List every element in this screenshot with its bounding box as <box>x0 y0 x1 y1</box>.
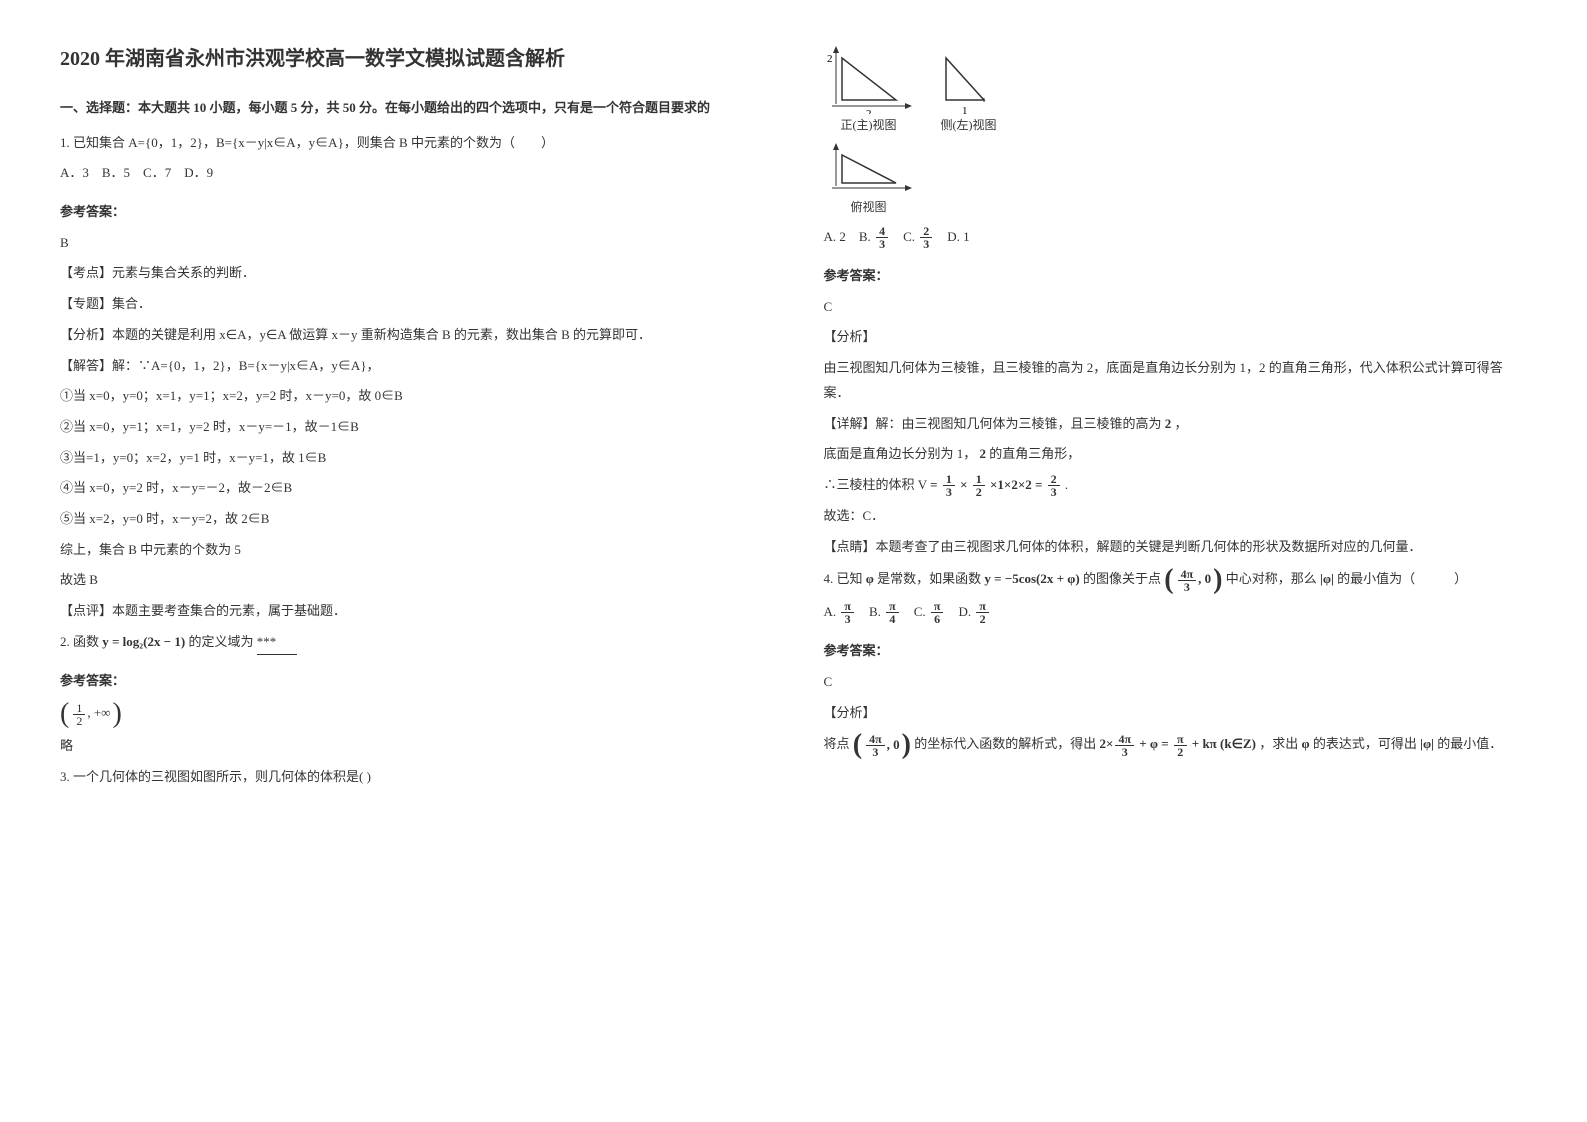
q2-ans-tail: , +∞ <box>87 705 110 720</box>
q3-fenxi: 【分析】 <box>824 325 1528 350</box>
right-paren-icon: ) <box>112 700 121 728</box>
q1-fenxi: 【分析】本题的关键是利用 x∈A，y∈A 做运算 x－y 重新构造集合 B 的元… <box>60 323 764 348</box>
svg-text:1: 1 <box>962 105 968 114</box>
q1-pick: 故选 B <box>60 568 764 593</box>
q1-options: A．3 B．5 C．7 D．9 <box>60 161 764 186</box>
q4-options: A. π3 B. π4 C. π6 D. π2 <box>824 600 1528 626</box>
page: 2020 年湖南省永州市洪观学校高一数学文模拟试题含解析 一、选择题：本大题共 … <box>60 40 1527 795</box>
q3-stem: 3. 一个几何体的三视图如图所示，则几何体的体积是( ) <box>60 765 764 790</box>
q1-ref-label: 参考答案： <box>60 200 764 225</box>
q1-stem: 1. 已知集合 A={0，1，2}，B={x－y|x∈A，y∈A}，则集合 B … <box>60 131 764 156</box>
q2-ref-label: 参考答案： <box>60 669 764 694</box>
q4-ref-label: 参考答案： <box>824 639 1528 664</box>
q2-answer: ( 1 2 , +∞ ) <box>60 700 764 728</box>
q3-opt-c-frac: 2 3 <box>920 225 932 250</box>
q1-answer: B <box>60 231 764 256</box>
side-view: 1 侧(左)视图 <box>934 44 1004 137</box>
three-view-row2: 俯视图 <box>824 141 1528 219</box>
front-view-label: 正(主)视图 <box>824 114 914 137</box>
q3-opt-c-pre: C. <box>903 229 918 244</box>
q3-opt-b-pre: B. <box>859 229 874 244</box>
q4-answer: C <box>824 670 1528 695</box>
q1-zhuanti: 【专题】集合． <box>60 292 764 317</box>
q3-volume-expr: = 13 × 12 ×1×2×2 = 23 <box>930 477 1065 492</box>
q3-opt-a: A. 2 <box>824 229 846 244</box>
left-paren-icon: ( <box>60 700 69 728</box>
top-view: 俯视图 <box>824 141 914 219</box>
q2-lue: 略 <box>60 734 764 759</box>
q1-dianping: 【点评】本题主要考查集合的元素，属于基础题． <box>60 599 764 624</box>
q1-case4: ④当 x=0，y=2 时，x－y=－2，故－2∈B <box>60 476 764 501</box>
top-view-label: 俯视图 <box>824 196 914 219</box>
side-view-svg: 1 <box>934 44 1004 114</box>
three-view-row1: 2 2 正(主)视图 1 侧(左)视图 <box>824 44 1528 137</box>
q4-fenxi: 【分析】 <box>824 701 1528 726</box>
q3-opt-b-frac: 4 3 <box>876 225 888 250</box>
q3-ref-label: 参考答案： <box>824 264 1528 289</box>
q3-opt-d: D. 1 <box>947 229 969 244</box>
q2-stem: 2. 函数 y = log₂(2x − 1) 的定义域为 *** <box>60 630 764 656</box>
q4-point-2: ( 4π3, 0 ) <box>853 731 911 759</box>
q2-blank: *** <box>257 630 297 656</box>
q1-case1: ①当 x=0，y=0；x=1，y=1；x=2，y=2 时，x－y=0，故 0∈B <box>60 384 764 409</box>
q3-volume-line: ∴三棱柱的体积 V = 13 × 12 ×1×2×2 = 23 . <box>824 473 1528 499</box>
top-view-svg <box>824 141 914 196</box>
q3-options: A. 2 B. 4 3 C. 2 3 D. 1 <box>824 225 1528 251</box>
front-view-svg: 2 2 <box>824 44 914 114</box>
side-view-label: 侧(左)视图 <box>934 114 1004 137</box>
q3-fenxi-body: 由三视图知几何体为三棱锥，且三棱锥的高为 2，底面是直角边长分别为 1，2 的直… <box>824 356 1528 405</box>
q4-equation: 2×4π3 + φ = π2 + kπ (k∈Z) <box>1100 736 1260 751</box>
q3-xiangjie-line2: 底面是直角边长分别为 1， 2 的直角三角形， <box>824 442 1528 467</box>
q1-jieda-head: 【解答】解：∵A={0，1，2}，B={x－y|x∈A，y∈A}， <box>60 354 764 379</box>
front-view: 2 2 正(主)视图 <box>824 44 914 137</box>
q2-half-frac: 1 2 <box>73 702 85 727</box>
q4-solution: 将点 ( 4π3, 0 ) 的坐标代入函数的解析式，得出 2×4π3 + φ =… <box>824 731 1528 759</box>
q2-stem-math: y = log₂(2x − 1) <box>102 634 185 649</box>
q2-stem-post: 的定义域为 <box>189 634 257 649</box>
right-column: 2 2 正(主)视图 1 侧(左)视图 <box>824 40 1528 795</box>
q1-summary: 综上，集合 B 中元素的个数为 5 <box>60 538 764 563</box>
q1-case5: ⑤当 x=2，y=0 时，x－y=2，故 2∈B <box>60 507 764 532</box>
q3-dianqing: 【点睛】本题考查了由三视图求几何体的体积，解题的关键是判断几何体的形状及数据所对… <box>824 535 1528 560</box>
page-title: 2020 年湖南省永州市洪观学校高一数学文模拟试题含解析 <box>60 40 764 78</box>
q4-stem: 4. 已知 φ 是常数，如果函数 y = −5cos(2x + φ) 的图像关于… <box>824 566 1528 594</box>
q1-case2: ②当 x=0，y=1；x=1，y=2 时，x－y=－1，故－1∈B <box>60 415 764 440</box>
q3-answer: C <box>824 295 1528 320</box>
svg-text:2: 2 <box>827 53 833 65</box>
q3-xiangjie-line1: 【详解】解：由三视图知几何体为三棱锥，且三棱锥的高为 2 ， <box>824 412 1528 437</box>
q3-pick: 故选：C． <box>824 504 1528 529</box>
q1-kaodian: 【考点】元素与集合关系的判断． <box>60 261 764 286</box>
q1-case3: ③当=1，y=0；x=2，y=1 时，x－y=1，故 1∈B <box>60 446 764 471</box>
q2-stem-pre: 2. 函数 <box>60 634 99 649</box>
left-column: 2020 年湖南省永州市洪观学校高一数学文模拟试题含解析 一、选择题：本大题共 … <box>60 40 764 795</box>
section-1-header: 一、选择题：本大题共 10 小题，每小题 5 分，共 50 分。在每小题给出的四… <box>60 96 764 121</box>
q4-point: ( 4π3, 0 ) <box>1164 566 1222 594</box>
